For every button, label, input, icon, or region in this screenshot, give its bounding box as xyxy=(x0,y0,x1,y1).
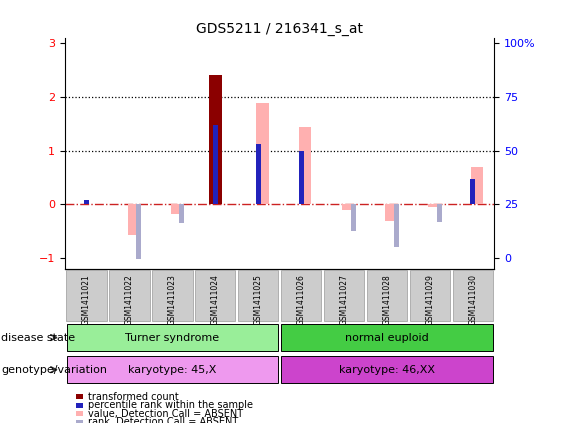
FancyBboxPatch shape xyxy=(152,270,193,321)
Text: rank, Detection Call = ABSENT: rank, Detection Call = ABSENT xyxy=(88,417,238,423)
Bar xyxy=(136,204,141,259)
Title: GDS5211 / 216341_s_at: GDS5211 / 216341_s_at xyxy=(196,22,363,36)
Bar xyxy=(385,204,397,221)
Text: GSM1411022: GSM1411022 xyxy=(125,274,134,325)
Text: Turner syndrome: Turner syndrome xyxy=(125,332,219,343)
FancyBboxPatch shape xyxy=(281,324,493,351)
Text: normal euploid: normal euploid xyxy=(345,332,429,343)
FancyBboxPatch shape xyxy=(67,324,278,351)
Bar xyxy=(470,179,476,204)
Text: GSM1411028: GSM1411028 xyxy=(383,274,392,325)
Text: karyotype: 45,X: karyotype: 45,X xyxy=(128,365,216,375)
FancyBboxPatch shape xyxy=(453,270,493,321)
Text: GSM1411030: GSM1411030 xyxy=(468,274,477,325)
Text: GSM1411023: GSM1411023 xyxy=(168,274,177,325)
Bar xyxy=(171,204,182,214)
Text: value, Detection Call = ABSENT: value, Detection Call = ABSENT xyxy=(88,409,243,419)
Bar xyxy=(84,200,89,204)
Bar xyxy=(394,204,399,247)
Text: karyotype: 46,XX: karyotype: 46,XX xyxy=(339,365,435,375)
Bar xyxy=(128,204,140,235)
FancyBboxPatch shape xyxy=(109,270,150,321)
Bar xyxy=(351,204,356,231)
Text: GSM1411021: GSM1411021 xyxy=(82,274,91,325)
Bar xyxy=(299,126,311,204)
Text: genotype/variation: genotype/variation xyxy=(1,365,107,375)
Bar xyxy=(437,204,442,222)
Bar xyxy=(342,204,354,210)
Bar xyxy=(212,125,218,204)
Bar xyxy=(209,74,221,204)
FancyBboxPatch shape xyxy=(410,270,450,321)
Text: disease state: disease state xyxy=(1,332,75,343)
Text: GSM1411027: GSM1411027 xyxy=(340,274,349,325)
Text: transformed count: transformed count xyxy=(88,392,179,402)
Text: GSM1411024: GSM1411024 xyxy=(211,274,220,325)
Bar xyxy=(255,144,261,204)
FancyBboxPatch shape xyxy=(281,357,493,383)
Text: percentile rank within the sample: percentile rank within the sample xyxy=(88,400,253,410)
FancyBboxPatch shape xyxy=(66,270,107,321)
Bar xyxy=(179,204,184,223)
FancyBboxPatch shape xyxy=(67,357,278,383)
FancyBboxPatch shape xyxy=(238,270,279,321)
Bar xyxy=(298,151,304,204)
Bar xyxy=(257,104,268,204)
Bar xyxy=(428,204,440,208)
FancyBboxPatch shape xyxy=(195,270,236,321)
Text: GSM1411029: GSM1411029 xyxy=(425,274,434,325)
FancyBboxPatch shape xyxy=(324,270,364,321)
Text: GSM1411026: GSM1411026 xyxy=(297,274,306,325)
FancyBboxPatch shape xyxy=(367,270,407,321)
Text: GSM1411025: GSM1411025 xyxy=(254,274,263,325)
Bar xyxy=(471,167,483,204)
FancyBboxPatch shape xyxy=(281,270,321,321)
